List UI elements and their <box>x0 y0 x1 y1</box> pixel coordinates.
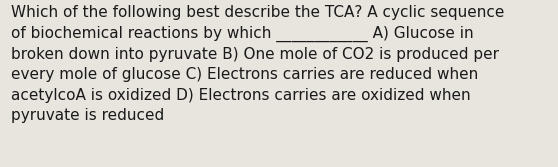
Text: Which of the following best describe the TCA? A cyclic sequence
of biochemical r: Which of the following best describe the… <box>11 5 504 123</box>
